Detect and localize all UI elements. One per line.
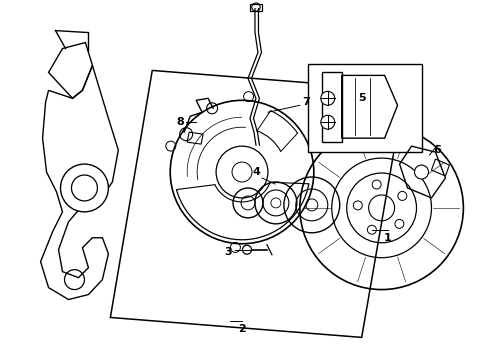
Text: 1: 1 — [384, 233, 392, 243]
Circle shape — [61, 164, 108, 212]
Text: 3: 3 — [224, 247, 232, 257]
Bar — [308, 64, 422, 152]
Text: 6: 6 — [434, 145, 441, 155]
Text: 7: 7 — [302, 97, 310, 107]
Text: 5: 5 — [358, 93, 366, 103]
Circle shape — [415, 165, 428, 179]
Circle shape — [243, 245, 251, 254]
Text: 2: 2 — [238, 324, 246, 334]
Text: 8: 8 — [176, 117, 184, 127]
Circle shape — [321, 91, 335, 105]
Text: 4: 4 — [252, 167, 260, 177]
Circle shape — [321, 115, 335, 129]
